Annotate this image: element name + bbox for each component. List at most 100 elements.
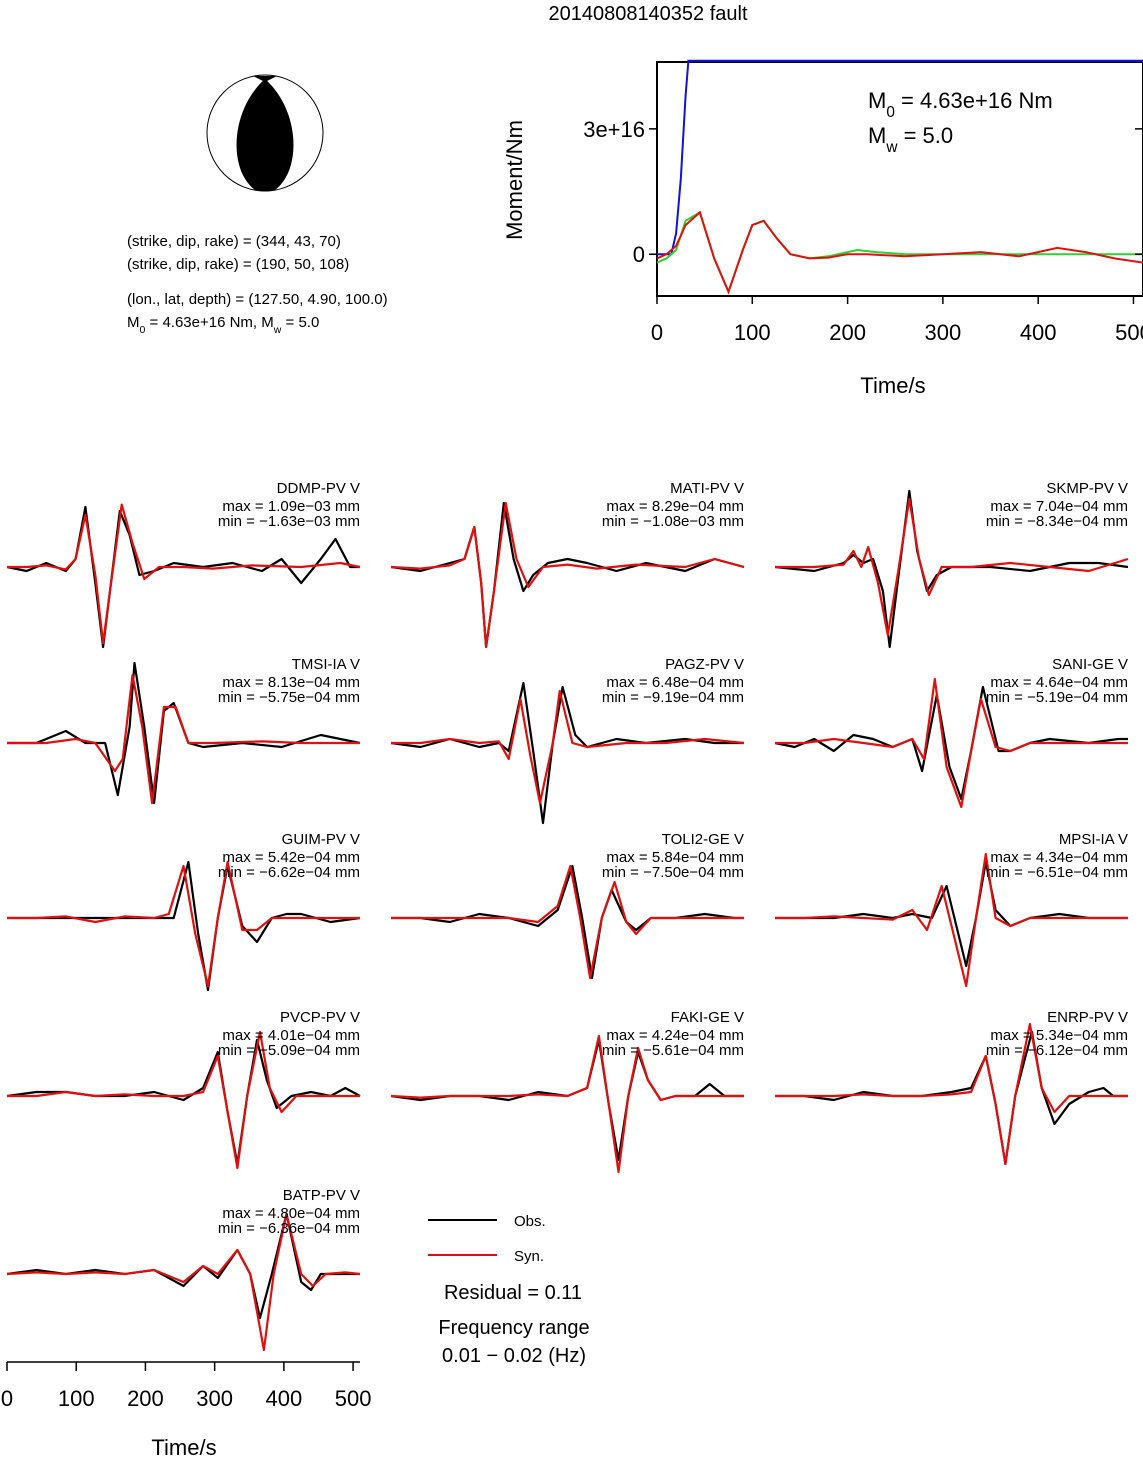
- beachball-cap: [253, 76, 277, 82]
- synthetic-trace: [775, 677, 1128, 809]
- station-name: MPSI-IA V: [1059, 831, 1128, 848]
- station-name: GUIM-PV V: [282, 831, 360, 848]
- station-name: TMSI-IA V: [292, 656, 360, 673]
- station-min: min = −5.75e−04 mm: [218, 689, 360, 706]
- station-min: min = −1.08e−03 mm: [602, 513, 744, 530]
- moment-ytick-label: 3e+16: [583, 117, 645, 142]
- waveform-xtick-label: 400: [266, 1386, 303, 1411]
- waveform-xtick-label: 0: [1, 1386, 13, 1411]
- figure-title: 20140808140352 fault: [548, 3, 748, 25]
- synthetic-trace: [775, 1022, 1128, 1166]
- legend-syn-label: Syn.: [514, 1248, 544, 1265]
- moment-plot-frame: [656, 61, 1143, 297]
- moment-xtick-label: 500: [1115, 320, 1143, 345]
- plane2-text: (strike, dip, rake) = (190, 50, 108): [127, 256, 349, 273]
- station-max: max = 4.34e−04 mm: [990, 849, 1128, 866]
- synthetic-trace: [7, 503, 361, 645]
- plane1-text: (strike, dip, rake) = (344, 43, 70): [127, 233, 341, 250]
- residual-text: Residual = 0.11: [444, 1282, 582, 1304]
- synthetic-trace: [775, 497, 1129, 637]
- synthetic-trace: [390, 501, 745, 649]
- station-name: MATI-PV V: [670, 480, 744, 497]
- station-max: max = 8.13e−04 mm: [222, 674, 360, 691]
- station-min: min = −6.12e−04 mm: [986, 1042, 1128, 1059]
- station-min: min = −8.34e−04 mm: [986, 513, 1128, 530]
- synthetic-trace: [7, 673, 360, 805]
- moment-annotation-m0: M0 = 4.63e+16 Nm: [868, 88, 1053, 121]
- moment-xtick-label: 0: [651, 320, 663, 345]
- station-max: max = 5.34e−04 mm: [990, 1027, 1128, 1044]
- moment-series-2: [656, 210, 1143, 295]
- moment-xtick-label: 100: [734, 320, 771, 345]
- station-name: DDMP-PV V: [277, 480, 360, 497]
- station-name: ENRP-PV V: [1047, 1009, 1128, 1026]
- station-max: max = 4.24e−04 mm: [606, 1027, 744, 1044]
- station-name: BATP-PV V: [283, 1187, 360, 1204]
- waveform-xlabel: Time/s: [151, 1435, 216, 1457]
- station-max: max = 7.04e−04 mm: [990, 498, 1128, 515]
- station-max: max = 4.80e−04 mm: [222, 1205, 360, 1222]
- moment-axes: 0 100 200 300 400 500 0 3e+16: [583, 117, 1143, 345]
- station-min: min = −6.36e−04 mm: [218, 1220, 360, 1237]
- station-name: TOLI2-GE V: [662, 831, 744, 848]
- station-max: max = 5.84e−04 mm: [606, 849, 744, 866]
- moment-text: M0 = 4.63e+16 Nm, Mw = 5.0: [127, 314, 319, 336]
- moment-xlabel: Time/s: [860, 373, 925, 398]
- moment-ytick-label: 0: [633, 242, 645, 267]
- station-max: max = 8.29e−04 mm: [606, 498, 744, 515]
- moment-annotation-mw: Mw = 5.0: [868, 123, 953, 156]
- synthetic-trace: [7, 860, 360, 988]
- observed-trace: [774, 489, 1129, 649]
- moment-ylabel: Moment/Nm: [502, 120, 527, 240]
- moment-series-group: [656, 59, 1143, 295]
- station-max: max = 6.48e−04 mm: [606, 674, 744, 691]
- station-min: min = −6.62e−04 mm: [218, 864, 360, 881]
- station-min: min = −7.50e−04 mm: [602, 864, 744, 881]
- station-max: max = 4.01e−04 mm: [222, 1027, 360, 1044]
- waveform-xtick-label: 300: [196, 1386, 233, 1411]
- location-text: (lon., lat, depth) = (127.50, 4.90, 100.…: [127, 291, 388, 308]
- station-min: min = −6.51e−04 mm: [986, 864, 1128, 881]
- moment-series-1: [657, 59, 1143, 256]
- station-name: SKMP-PV V: [1046, 480, 1128, 497]
- station-min: min = −9.19e−04 mm: [602, 689, 744, 706]
- waveform-time-axis: 0 100 200 300 400 500: [1, 1361, 371, 1411]
- synthetic-trace: [391, 864, 744, 980]
- moment-xtick-label: 200: [829, 320, 866, 345]
- frequency-title: Frequency range: [438, 1317, 589, 1339]
- station-min: min = −5.19e−04 mm: [986, 689, 1128, 706]
- station-min: min = −5.09e−04 mm: [218, 1042, 360, 1059]
- legend-obs-label: Obs.: [514, 1213, 546, 1230]
- waveform-xtick-label: 200: [127, 1386, 164, 1411]
- station-max: max = 4.64e−04 mm: [990, 674, 1128, 691]
- station-max: max = 1.09e−03 mm: [222, 498, 360, 515]
- synthetic-trace: [775, 852, 1128, 988]
- synthetic-trace: [391, 689, 745, 805]
- observed-trace: [774, 685, 1128, 801]
- waveform-xtick-label: 100: [58, 1386, 95, 1411]
- synthetic-trace: [390, 1034, 744, 1174]
- moment-plot: 010020030040050003e+16 Time/s Moment/Nm …: [502, 59, 1143, 398]
- beachball: [206, 74, 324, 192]
- legend: Obs. Syn. Residual = 0.11 Frequency rang…: [428, 1213, 590, 1367]
- frequency-range: 0.01 − 0.02 (Hz): [442, 1345, 586, 1367]
- moment-series-3: [656, 210, 1143, 295]
- station-max: max = 5.42e−04 mm: [222, 849, 360, 866]
- synthetic-trace: [6, 1212, 361, 1352]
- synthetic-trace: [7, 1030, 360, 1170]
- observed-trace: [7, 860, 361, 992]
